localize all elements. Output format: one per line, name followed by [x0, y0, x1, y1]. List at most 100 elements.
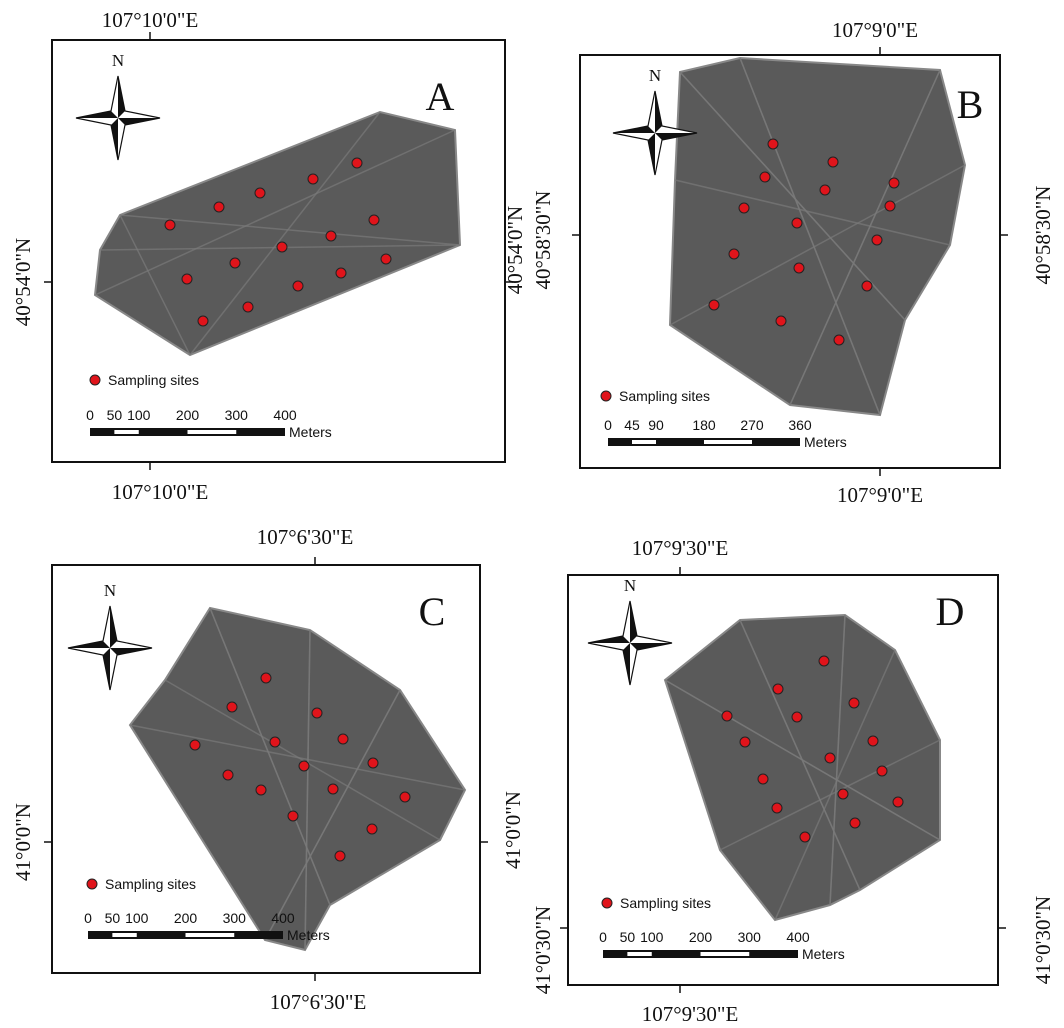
scale-tick-label: 180	[692, 417, 716, 433]
panel-letter: C	[419, 589, 446, 634]
sampling-site	[868, 736, 878, 746]
sampling-site	[850, 818, 860, 828]
legend-label: Sampling sites	[105, 876, 196, 892]
sampling-site	[227, 702, 237, 712]
sampling-site	[367, 824, 377, 834]
scale-tick-label: 200	[174, 910, 198, 926]
latitude-label: 40°58'30"N	[1031, 186, 1055, 285]
figure: 107°10'0"E 107°10'0"E 40°54'0"N 40°54'0"N A N…	[0, 0, 1064, 1028]
sampling-site	[326, 231, 336, 241]
legend-symbol	[90, 375, 100, 385]
sampling-site	[862, 281, 872, 291]
scale-bar-segment	[632, 440, 656, 444]
legend-label: Sampling sites	[620, 895, 711, 911]
panel-letter: B	[957, 82, 984, 127]
scale-tick-label: 90	[648, 417, 664, 433]
legend-label: Sampling sites	[108, 372, 199, 388]
sampling-site	[400, 792, 410, 802]
sampling-site	[819, 656, 829, 666]
latitude-label: 41°0'30"N	[531, 906, 555, 994]
scale-tick-label: 200	[176, 407, 200, 423]
scale-tick-label: 100	[127, 407, 151, 423]
sampling-site	[293, 281, 303, 291]
sampling-site	[872, 235, 882, 245]
sampling-site	[288, 811, 298, 821]
legend-symbol	[87, 879, 97, 889]
panel-letter: A	[426, 74, 455, 119]
latitude-label: 40°54'0"N	[503, 206, 527, 294]
scale-tick-label: 400	[271, 910, 295, 926]
sampling-site	[308, 174, 318, 184]
scale-unit: Meters	[289, 424, 332, 440]
sampling-site	[299, 761, 309, 771]
scale-tick-label: 45	[624, 417, 640, 433]
longitude-label: 107°9'30"E	[632, 536, 729, 560]
sampling-site	[792, 712, 802, 722]
sampling-site	[369, 215, 379, 225]
scale-tick-label: 50	[620, 929, 636, 945]
scale-bar-segment	[114, 430, 138, 434]
sampling-site	[190, 740, 200, 750]
longitude-label: 107°6'30"E	[270, 990, 367, 1014]
sampling-site	[739, 203, 749, 213]
sampling-site	[849, 698, 859, 708]
legend-symbol	[601, 391, 611, 401]
sampling-site	[198, 316, 208, 326]
sampling-site	[270, 737, 280, 747]
sampling-site	[776, 316, 786, 326]
map-panel: 107°9'0"E107°9'0"E40°58'30"N40°58'30"NBN…	[531, 18, 1055, 507]
scale-tick-label: 100	[125, 910, 149, 926]
sampling-site	[230, 258, 240, 268]
sampling-site	[335, 851, 345, 861]
latitude-label: 41°0'30"N	[1031, 896, 1055, 984]
sampling-site	[336, 268, 346, 278]
north-label: N	[112, 51, 124, 70]
sampling-site	[709, 300, 719, 310]
sampling-site	[214, 202, 224, 212]
longitude-label: 107°9'0"E	[832, 18, 918, 42]
map-panel: 107°6'30"E107°6'30"E41°0'0"N41°0'0"NCNSa…	[11, 525, 525, 1014]
scale-bar-segment	[701, 952, 750, 956]
scale-bar-segment	[112, 933, 136, 937]
scale-unit: Meters	[804, 434, 847, 450]
sampling-site	[885, 201, 895, 211]
sampling-site	[825, 753, 835, 763]
sampling-site	[352, 158, 362, 168]
sampling-site	[758, 774, 768, 784]
longitude-label: 107°10'0"E	[102, 8, 199, 32]
scale-unit: Meters	[802, 946, 845, 962]
scale-unit: Meters	[287, 927, 330, 943]
sampling-site	[338, 734, 348, 744]
scale-tick-label: 300	[223, 910, 247, 926]
sampling-site	[877, 766, 887, 776]
legend-symbol	[602, 898, 612, 908]
sampling-site	[768, 139, 778, 149]
sampling-site	[792, 218, 802, 228]
panel-letter: D	[936, 589, 965, 634]
scale-tick-label: 400	[273, 407, 297, 423]
sampling-site	[760, 172, 770, 182]
scale-tick-label: 0	[84, 910, 92, 926]
sampling-site	[223, 770, 233, 780]
legend-label: Sampling sites	[619, 388, 710, 404]
sampling-site	[277, 242, 287, 252]
scale-tick-label: 200	[689, 929, 713, 945]
sampling-site	[834, 335, 844, 345]
scale-tick-label: 400	[786, 929, 810, 945]
scale-tick-label: 50	[105, 910, 121, 926]
north-label: N	[624, 576, 636, 595]
scale-bar-segment	[627, 952, 651, 956]
latitude-label: 40°54'0"N	[11, 238, 35, 326]
north-label: N	[104, 581, 116, 600]
sampling-site	[312, 708, 322, 718]
sampling-site	[838, 789, 848, 799]
longitude-label: 107°10'0"E	[112, 480, 209, 504]
scale-tick-label: 50	[107, 407, 123, 423]
longitude-label: 107°6'30"E	[257, 525, 354, 549]
scale-tick-label: 0	[86, 407, 94, 423]
scale-tick-label: 0	[599, 929, 607, 945]
sampling-site	[328, 784, 338, 794]
sampling-site	[772, 803, 782, 813]
sampling-site	[182, 274, 192, 284]
